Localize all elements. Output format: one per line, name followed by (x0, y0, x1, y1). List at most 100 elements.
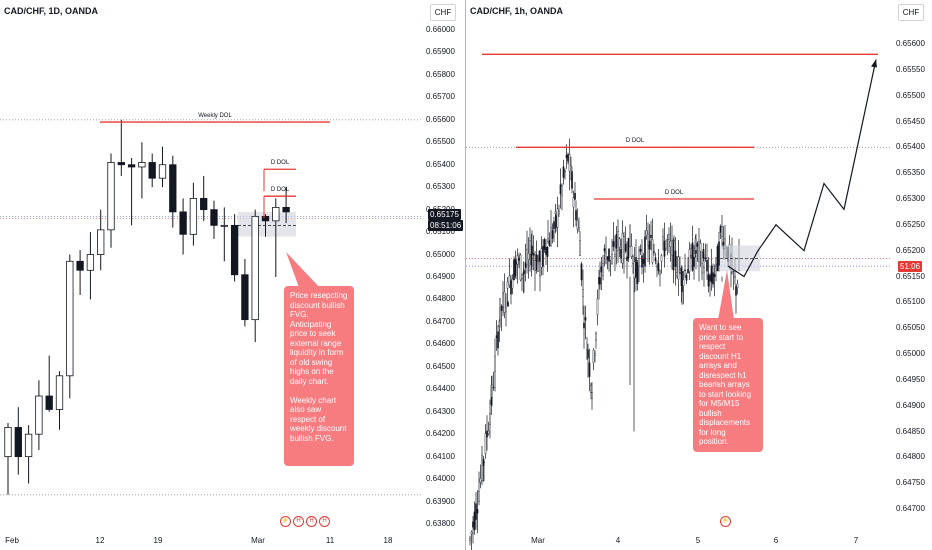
candle (641, 239, 643, 275)
y-tick-label: 0.65500 (426, 137, 455, 147)
candle (651, 218, 654, 265)
level-label: D DOL (625, 138, 645, 145)
currency-button[interactable]: CHF (430, 4, 456, 21)
y-tick-label: 0.65000 (896, 349, 925, 358)
level-label: D DOL (270, 187, 290, 194)
candle (677, 240, 680, 296)
candle (668, 227, 670, 254)
event-h-icon[interactable]: H (293, 516, 304, 527)
daily-chart-canvas[interactable] (0, 0, 466, 550)
candle (629, 224, 631, 248)
event-h-icon[interactable]: H (319, 516, 330, 527)
y-tick-label: 0.64600 (426, 339, 455, 349)
x-tick-label: 18 (383, 536, 393, 545)
candle (510, 274, 512, 305)
candle (210, 200, 218, 239)
candle (568, 138, 571, 191)
candle (148, 153, 156, 188)
candle (555, 213, 557, 232)
candle (521, 274, 523, 291)
candle (665, 239, 667, 251)
candle (699, 239, 702, 267)
annotation-callout[interactable]: Want to see price start to respect disco… (693, 318, 763, 452)
candle (546, 245, 549, 272)
candle (76, 250, 84, 295)
event-icons[interactable]: ⚡ H H H (280, 516, 330, 527)
price-axis[interactable]: 0.66000 0.65900 0.65800 0.65700 0.65600 0.655… (422, 0, 466, 550)
daily-chart-pane[interactable]: CAD/CHF, 1D, OANDA CHF 0.66000 0.65900 0.6… (0, 0, 466, 550)
candle (706, 243, 708, 280)
candle (472, 515, 474, 544)
projection-path (727, 59, 877, 278)
candle (580, 261, 583, 287)
candle (261, 214, 270, 237)
candle (618, 236, 621, 257)
currency-button[interactable]: CHF (898, 4, 924, 21)
x-tick-label: 19 (153, 536, 163, 545)
candle (24, 425, 33, 484)
last-price-tag: 0.65175 (428, 209, 461, 220)
y-tick-label: 0.66000 (426, 25, 455, 34)
y-tick-label: 0.64400 (426, 384, 455, 394)
candle (492, 371, 495, 391)
candle (695, 233, 697, 270)
y-tick-label: 0.64850 (896, 426, 925, 436)
candle (251, 209, 259, 343)
y-tick-label: 0.64900 (896, 400, 925, 410)
candle (529, 227, 531, 272)
event-h-icon[interactable]: H (306, 516, 317, 527)
y-tick-label: 0.65700 (426, 92, 455, 102)
x-tick-label: Feb (5, 536, 19, 545)
candle (691, 225, 694, 272)
candle (620, 238, 622, 264)
candle (476, 489, 479, 534)
candle (648, 224, 651, 265)
candle (495, 320, 498, 351)
y-tick-label: 0.64700 (896, 504, 925, 513)
y-tick-label: 0.65600 (896, 39, 925, 48)
candle (66, 254, 74, 399)
candle (710, 248, 713, 291)
candle (513, 256, 515, 281)
candle (515, 261, 517, 280)
x-tick-label: 11 (325, 536, 335, 545)
candle (599, 261, 601, 290)
y-tick-label: 0.64800 (896, 452, 925, 462)
candle (220, 207, 228, 262)
candle (673, 235, 675, 243)
candle (732, 269, 735, 291)
candle (657, 249, 660, 275)
flash-icon[interactable]: ⚡ (720, 516, 731, 527)
annotation-callout[interactable]: Price resepcting discount bullish FVG. A… (284, 286, 354, 466)
candle (272, 198, 280, 277)
y-tick-label: 0.65100 (896, 297, 925, 307)
candle (621, 220, 624, 269)
candle (594, 350, 596, 363)
candle (502, 281, 504, 316)
event-icons[interactable]: ⚡ (720, 516, 731, 527)
candle (564, 168, 566, 180)
candle (579, 231, 581, 257)
candle (644, 230, 646, 273)
candle (523, 267, 525, 293)
candle (698, 228, 700, 282)
flash-icon[interactable]: ⚡ (280, 516, 291, 527)
candle (540, 236, 543, 276)
candle (4, 422, 12, 495)
projection-arrowhead (871, 59, 877, 68)
y-tick-label: 0.64900 (426, 272, 455, 281)
candle (479, 464, 482, 489)
candle (614, 235, 616, 272)
hourly-chart-canvas[interactable] (466, 0, 932, 550)
candle (503, 273, 506, 319)
candle (531, 230, 533, 271)
fvg-box (238, 211, 296, 237)
candle (650, 220, 652, 251)
candle (519, 253, 522, 282)
y-tick-label: 0.65500 (896, 90, 925, 100)
pane-divider[interactable] (465, 0, 466, 550)
candle (97, 209, 105, 271)
price-axis[interactable]: 0.65600 0.65550 0.65500 0.65450 0.65400 0.653… (892, 0, 932, 550)
candle (592, 348, 595, 371)
hourly-chart-pane[interactable]: CAD/CHF, 1h, OANDA CHF 0.65600 0.65550 0.6… (466, 0, 932, 550)
